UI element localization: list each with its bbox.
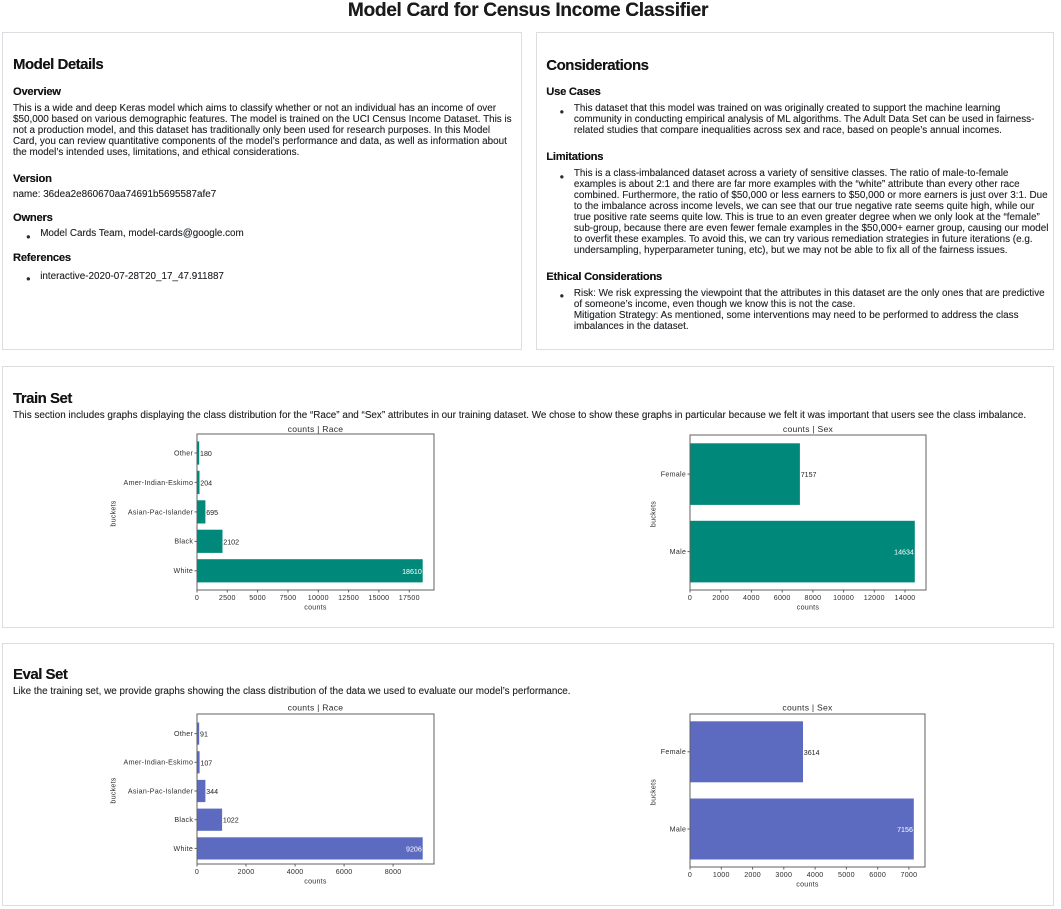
svg-text:Other: Other xyxy=(173,730,193,738)
svg-text:0: 0 xyxy=(194,867,198,875)
svg-text:0: 0 xyxy=(194,593,198,601)
svg-text:2500: 2500 xyxy=(218,593,235,601)
svg-text:Female: Female xyxy=(660,470,685,478)
svg-text:4000: 4000 xyxy=(806,870,823,878)
svg-text:6000: 6000 xyxy=(335,867,352,875)
svg-text:counts | Sex: counts | Sex xyxy=(782,702,833,712)
svg-text:2000: 2000 xyxy=(237,867,254,875)
svg-text:91: 91 xyxy=(200,730,208,738)
svg-text:Amer-Indian-Eskimo: Amer-Indian-Eskimo xyxy=(123,758,193,766)
svg-text:344: 344 xyxy=(206,788,218,796)
svg-text:Amer-Indian-Eskimo: Amer-Indian-Eskimo xyxy=(123,478,193,486)
svg-text:Asian-Pac-Islander: Asian-Pac-Islander xyxy=(127,508,193,516)
svg-text:2000: 2000 xyxy=(712,593,729,601)
svg-text:12000: 12000 xyxy=(863,593,884,601)
svg-text:3614: 3614 xyxy=(803,748,819,756)
svg-text:Other: Other xyxy=(173,449,193,457)
svg-text:6000: 6000 xyxy=(869,870,886,878)
svg-text:counts: counts xyxy=(304,877,327,885)
svg-text:7157: 7157 xyxy=(800,471,816,479)
svg-text:9206: 9206 xyxy=(406,845,422,853)
svg-text:1022: 1022 xyxy=(222,816,238,824)
svg-text:180: 180 xyxy=(200,450,212,458)
svg-text:10000: 10000 xyxy=(307,593,328,601)
svg-text:White: White xyxy=(173,567,193,575)
svg-text:buckets: buckets xyxy=(649,778,657,804)
svg-text:2102: 2102 xyxy=(223,538,239,546)
svg-text:Female: Female xyxy=(660,748,685,756)
svg-text:3000: 3000 xyxy=(775,870,792,878)
svg-text:10000: 10000 xyxy=(833,593,854,601)
svg-text:counts: counts xyxy=(796,880,819,888)
svg-text:4000: 4000 xyxy=(743,593,760,601)
svg-text:8000: 8000 xyxy=(384,867,401,875)
svg-text:counts: counts xyxy=(304,603,327,611)
svg-text:7500: 7500 xyxy=(279,593,296,601)
svg-text:Black: Black xyxy=(174,816,193,824)
svg-text:buckets: buckets xyxy=(649,500,657,526)
svg-text:107: 107 xyxy=(200,759,212,767)
svg-text:counts: counts xyxy=(796,603,819,611)
svg-text:Asian-Pac-Islander: Asian-Pac-Islander xyxy=(127,787,193,795)
svg-text:204: 204 xyxy=(200,479,212,487)
svg-text:6000: 6000 xyxy=(773,593,790,601)
svg-text:5000: 5000 xyxy=(838,870,855,878)
svg-text:7156: 7156 xyxy=(897,826,913,834)
svg-text:Male: Male xyxy=(669,548,686,556)
svg-text:0: 0 xyxy=(687,593,691,601)
svg-text:counts | Race: counts | Race xyxy=(287,702,343,712)
svg-text:5000: 5000 xyxy=(249,593,266,601)
svg-text:buckets: buckets xyxy=(109,500,117,526)
svg-text:8000: 8000 xyxy=(804,593,821,601)
svg-text:12500: 12500 xyxy=(338,593,359,601)
svg-text:Black: Black xyxy=(174,537,193,545)
svg-text:14000: 14000 xyxy=(894,593,915,601)
svg-text:695: 695 xyxy=(206,508,218,516)
svg-text:17500: 17500 xyxy=(398,593,419,601)
svg-text:15000: 15000 xyxy=(368,593,389,601)
svg-text:counts | Race: counts | Race xyxy=(287,424,343,434)
svg-text:Male: Male xyxy=(669,825,686,833)
svg-text:1000: 1000 xyxy=(712,870,729,878)
svg-text:counts | Sex: counts | Sex xyxy=(782,423,833,433)
svg-text:2000: 2000 xyxy=(744,870,761,878)
svg-text:7000: 7000 xyxy=(900,870,917,878)
svg-text:18610: 18610 xyxy=(402,567,422,575)
svg-text:White: White xyxy=(173,844,193,852)
svg-text:0: 0 xyxy=(687,870,691,878)
svg-text:14634: 14634 xyxy=(894,548,914,556)
svg-text:4000: 4000 xyxy=(286,867,303,875)
svg-text:buckets: buckets xyxy=(109,777,117,803)
